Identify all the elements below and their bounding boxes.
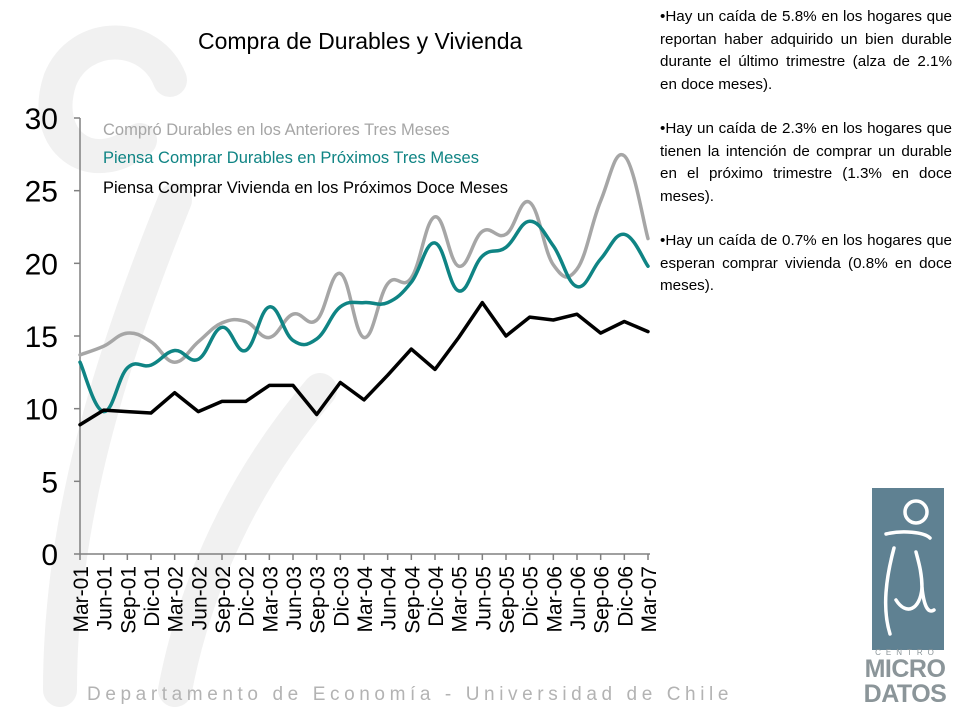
legend-item-plan-housing: Piensa Comprar Vivienda en los Próximos … [103, 179, 509, 197]
footer-institution: Departamento de Economía - Universidad d… [87, 684, 734, 705]
logo-text-micro: MICRO [864, 655, 946, 683]
series-line-plan-housing [78, 300, 650, 427]
series-line-plan-durables [78, 219, 650, 414]
x-tick-label: Dic-04 [425, 566, 448, 627]
x-tick-label: Dic-02 [236, 566, 259, 627]
y-tick-label: 30 [25, 103, 58, 136]
y-tick-label: 10 [25, 394, 58, 427]
commentary-bullets: •Hay un caída de 5.8% en los hogares que… [660, 6, 952, 320]
y-tick-label: 20 [25, 248, 58, 281]
x-tick-label: Sep-06 [591, 566, 614, 634]
x-tick-label: Dic-01 [141, 566, 164, 627]
bullet-point: •Hay un caída de 5.8% en los hogares que… [660, 8, 952, 93]
chart-series [78, 152, 650, 427]
x-tick-label: Sep-05 [496, 566, 519, 634]
x-axis-ticks: Mar-01 Jun-01 Sep-01 Dic-01 Mar-02 Jun-02 Sep-… [70, 554, 660, 634]
x-tick-label: Mar-01 [70, 566, 93, 633]
y-tick-label: 15 [25, 321, 58, 354]
x-tick-label: Sep-03 [307, 566, 330, 634]
x-tick-label: Mar-07 [638, 566, 660, 633]
y-axis-ticks: 0 5 10 15 20 25 30 [25, 103, 80, 572]
x-tick-label: Dic-05 [520, 566, 543, 627]
x-tick-label: Jun-02 [188, 566, 211, 630]
x-tick-label: Mar-04 [354, 566, 377, 633]
logo-text-centro: CENTRO [875, 648, 939, 657]
x-tick-label: Dic-06 [614, 566, 637, 627]
x-tick-label: Mar-06 [543, 566, 566, 633]
bullet-point: •Hay un caída de 2.3% en los hogares que… [660, 120, 952, 205]
x-tick-label: Jun-06 [567, 566, 590, 630]
legend-item-plan-durables: Piensa Comprar Durables en Próximos Tres… [103, 149, 479, 167]
x-tick-label: Sep-02 [212, 566, 235, 634]
x-tick-label: Sep-04 [401, 566, 424, 634]
legend-item-bought-durables: Compró Durables en los Anteriores Tres M… [103, 121, 450, 139]
x-tick-label: Jun-05 [472, 566, 495, 630]
x-tick-label: Mar-03 [259, 566, 282, 633]
y-tick-label: 5 [41, 466, 58, 499]
y-tick-label: 25 [25, 176, 58, 209]
bullet-point: •Hay un caída de 0.7% en los hogares que… [660, 232, 952, 294]
x-tick-label: Jun-04 [378, 566, 401, 631]
logo-text-datos: DATOS [863, 680, 947, 708]
series-line-bought-durables [78, 152, 650, 364]
x-tick-label: Dic-03 [330, 566, 353, 627]
x-tick-label: Jun-01 [94, 566, 117, 630]
y-tick-label: 0 [41, 539, 58, 572]
x-tick-label: Sep-01 [117, 566, 140, 634]
micro-logo-icon [872, 488, 944, 650]
chart-title: Compra de Durables y Vivienda [198, 28, 523, 54]
logo-wordmark: CENTRO MICRO DATOS [855, 648, 955, 707]
x-tick-label: Jun-03 [283, 566, 306, 630]
x-tick-label: Mar-02 [165, 566, 188, 633]
x-tick-label: Mar-05 [449, 566, 472, 633]
